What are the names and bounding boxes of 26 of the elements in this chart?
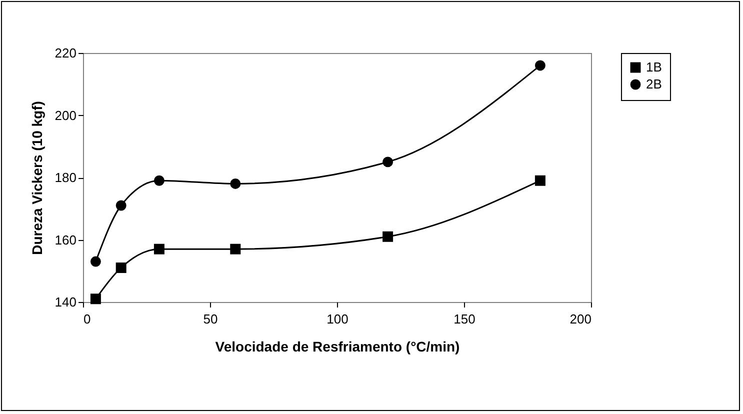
point <box>534 60 546 71</box>
point <box>154 244 164 254</box>
x-axis-title: Velocidade de Resfriamento (°C/min) <box>215 338 460 354</box>
y-tick-label: 200 <box>54 108 76 123</box>
y-tick-label: 220 <box>54 46 76 60</box>
y-tick-label: 160 <box>54 232 76 248</box>
point <box>382 231 394 242</box>
x-tick-label: 0 <box>84 312 91 326</box>
point <box>154 175 164 186</box>
x-tick-label: 50 <box>203 312 218 326</box>
point <box>90 256 101 267</box>
x-tick-label: 150 <box>454 312 476 326</box>
point <box>116 200 126 211</box>
point <box>90 294 101 304</box>
y-axis-title: Dureza Vickers (10 kgf) <box>28 101 45 255</box>
point <box>534 175 546 186</box>
y-tick-label: 180 <box>54 170 76 185</box>
point <box>230 178 241 189</box>
point <box>382 156 394 168</box>
legend-label: 2B <box>646 76 662 92</box>
legend-label: 1B <box>646 60 662 74</box>
point <box>116 262 126 274</box>
x-tick-label: 100 <box>326 312 348 326</box>
x-tick-label: 200 <box>570 312 592 326</box>
y-tick-label: 140 <box>54 294 76 310</box>
point <box>230 244 241 254</box>
